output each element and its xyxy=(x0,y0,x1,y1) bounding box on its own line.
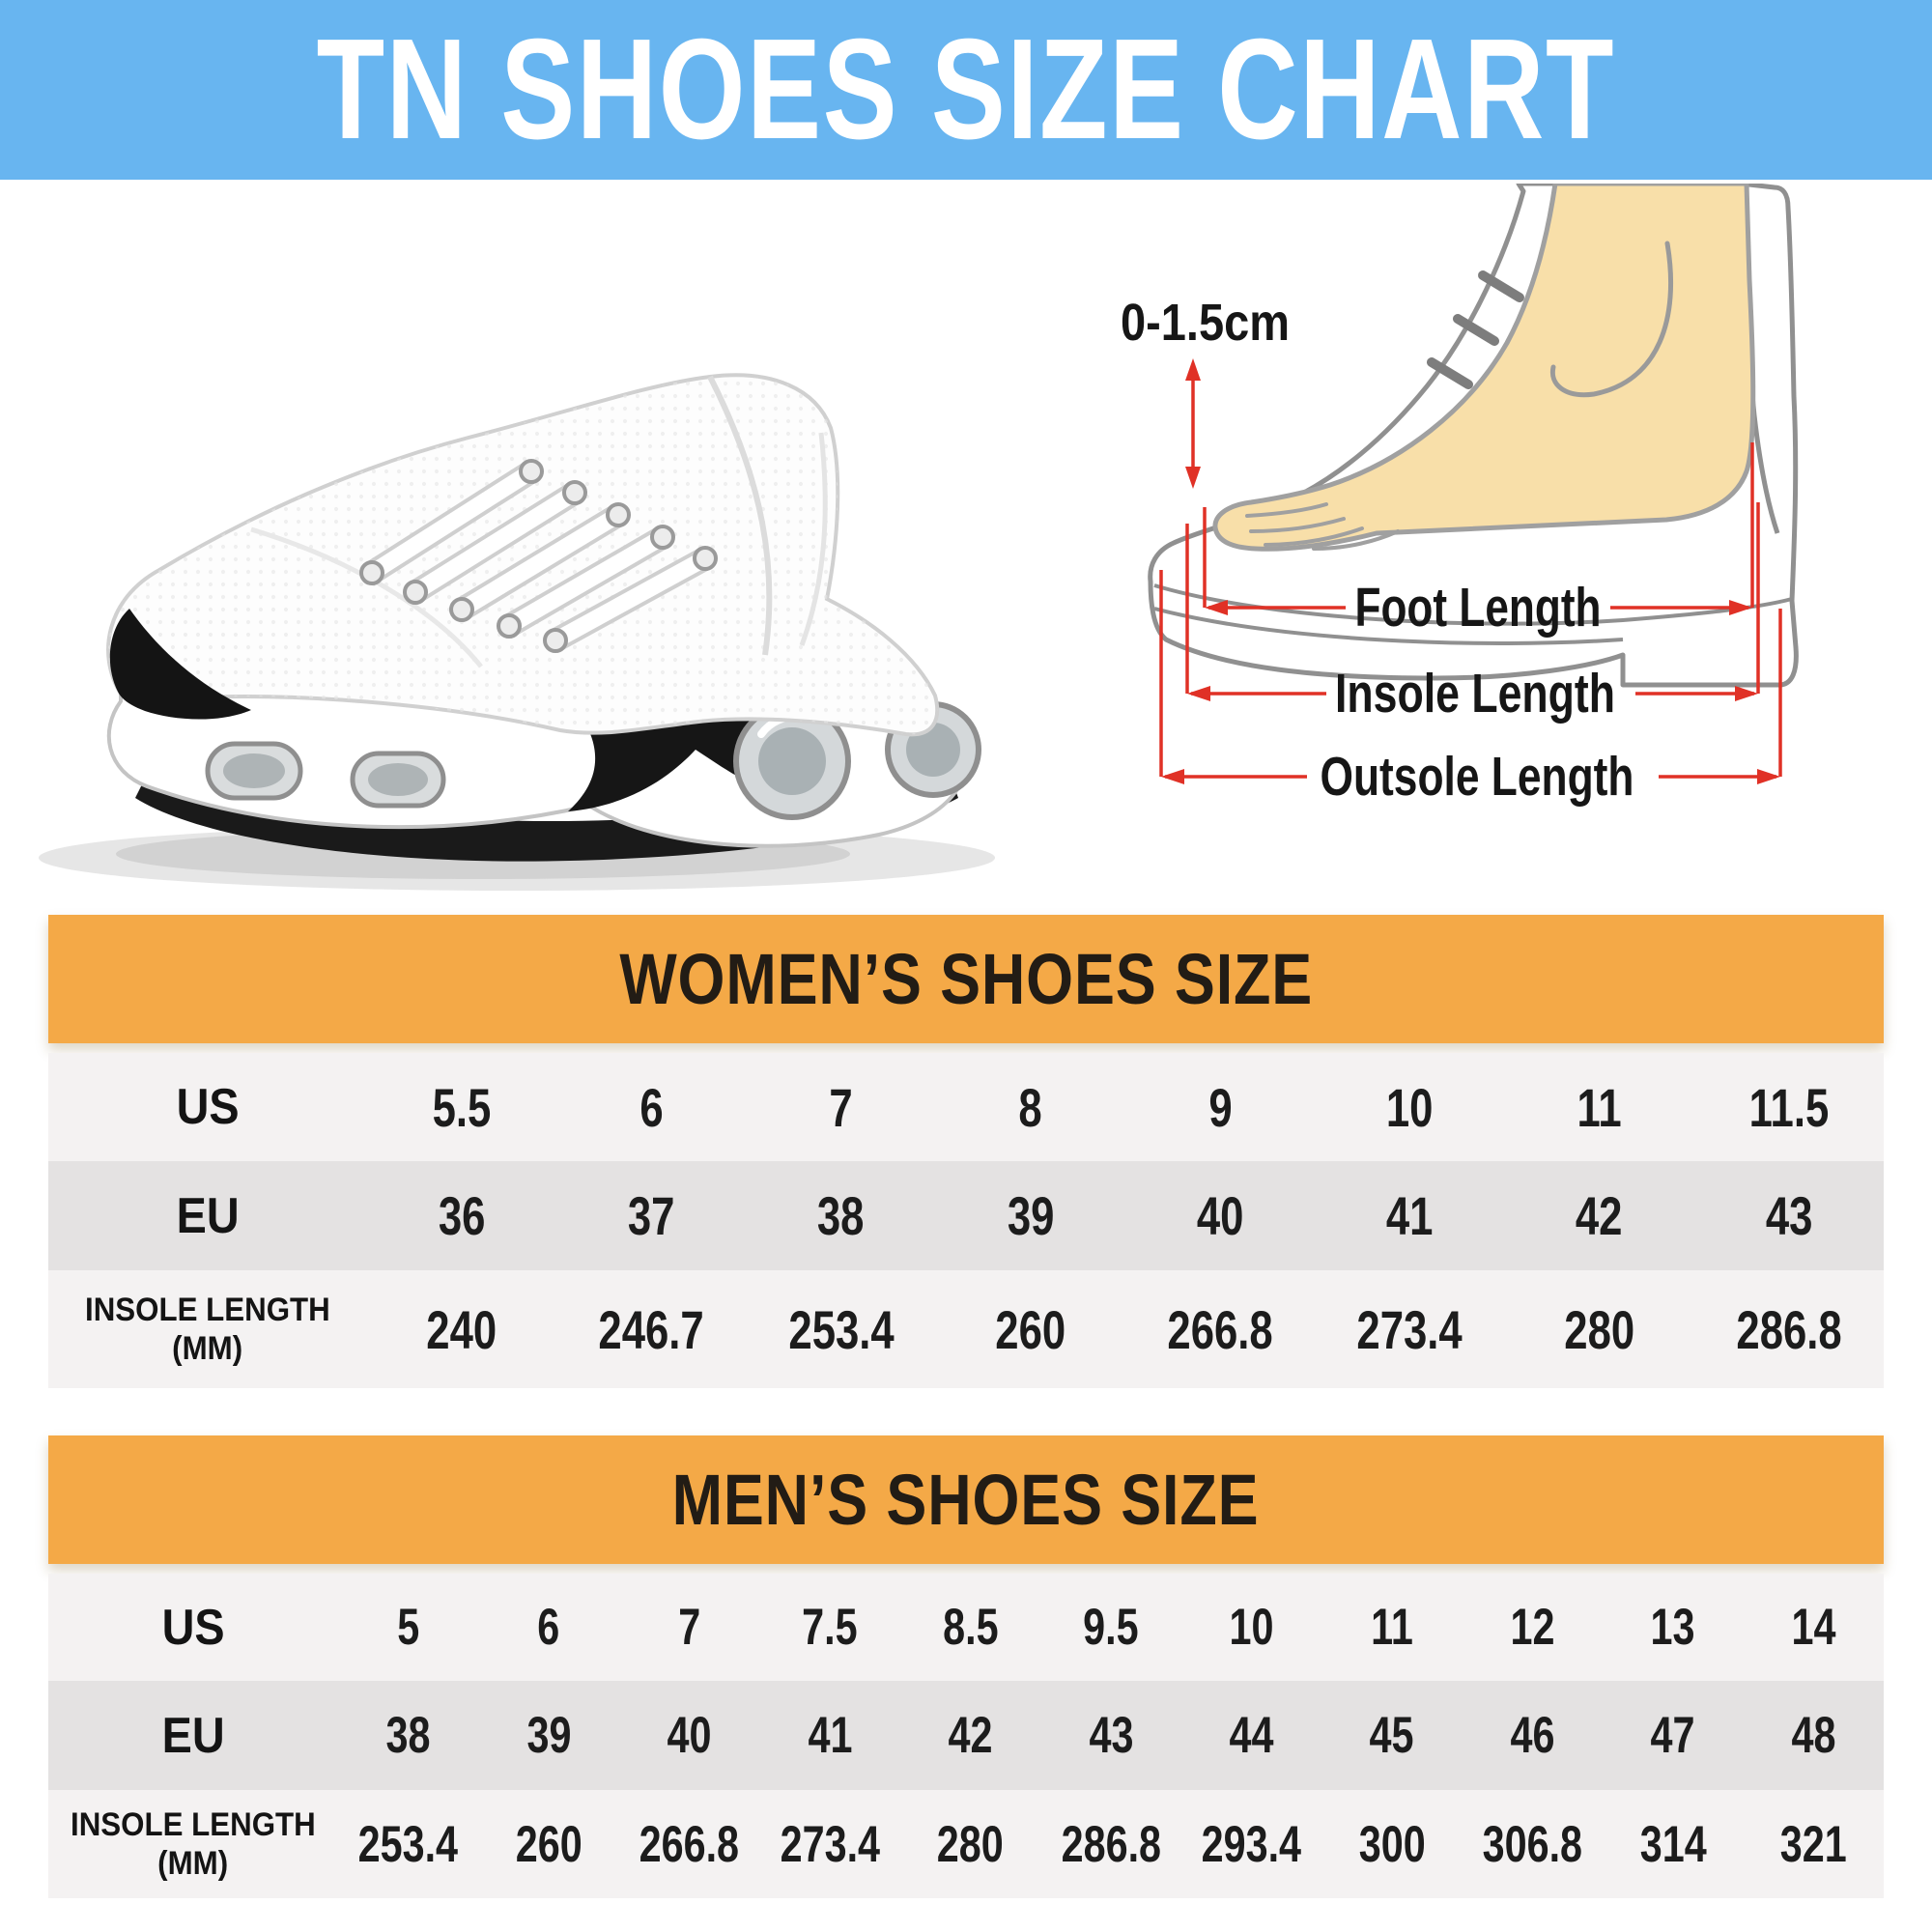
table-row-insole: INSOLE LENGTH (MM) 253.4 260 266.8 273.4… xyxy=(48,1790,1884,1898)
size-value: 9 xyxy=(1208,1076,1233,1138)
size-value: 8.5 xyxy=(942,1599,999,1656)
womens-table-rows: US 5.5 6 7 8 9 10 11 11.5 EU 36 37 38 39… xyxy=(48,1053,1884,1388)
table-row-us: US 5 6 7 7.5 8.5 9.5 10 11 12 13 14 xyxy=(48,1574,1884,1681)
size-value: 42 xyxy=(1576,1185,1623,1246)
diagram-foot xyxy=(1212,184,1756,552)
size-value: 37 xyxy=(628,1185,675,1246)
size-value: 12 xyxy=(1510,1599,1555,1656)
diagram-lace-stitches xyxy=(1427,270,1524,389)
page-title: TN SHOES SIZE CHART xyxy=(316,10,1616,169)
size-value: 43 xyxy=(1089,1707,1133,1764)
size-value: 314 xyxy=(1639,1815,1707,1873)
shoe-toe-cap xyxy=(109,609,251,720)
toe-allowance-label: 0-1.5cm xyxy=(1121,294,1290,352)
diagram-ankle-curve xyxy=(1549,241,1674,398)
size-value: 240 xyxy=(426,1298,497,1360)
shoe-upper xyxy=(106,373,940,737)
size-value: 46 xyxy=(1510,1707,1555,1764)
size-value: 253.4 xyxy=(787,1298,895,1360)
size-value: 280 xyxy=(937,1815,1005,1873)
size-value: 40 xyxy=(1196,1185,1244,1246)
size-value: 266.8 xyxy=(1167,1298,1273,1360)
size-value: 10 xyxy=(1229,1599,1274,1656)
size-value: 11 xyxy=(1371,1599,1413,1656)
size-value: 9.5 xyxy=(1083,1599,1139,1656)
size-value: 253.4 xyxy=(357,1815,459,1873)
size-value: 45 xyxy=(1369,1707,1414,1764)
size-value: 38 xyxy=(385,1707,431,1764)
title-banner: TN SHOES SIZE CHART xyxy=(0,0,1932,180)
diagram-toe-lines xyxy=(1245,502,1400,551)
size-value: 38 xyxy=(817,1185,865,1246)
size-value: 8 xyxy=(1018,1076,1043,1138)
size-value: 41 xyxy=(1386,1185,1434,1246)
size-value: 36 xyxy=(438,1185,486,1246)
product-shoe-image xyxy=(39,373,995,891)
size-value: 6 xyxy=(537,1599,560,1656)
size-value: 43 xyxy=(1765,1185,1813,1246)
size-value: 5.5 xyxy=(432,1076,492,1138)
size-value: 273.4 xyxy=(1356,1298,1463,1360)
size-value: 39 xyxy=(1007,1185,1055,1246)
size-value: 40 xyxy=(667,1707,712,1764)
size-value: 321 xyxy=(1779,1815,1847,1873)
shoe-laces xyxy=(359,459,718,653)
size-value: 260 xyxy=(995,1298,1066,1360)
size-value: 6 xyxy=(639,1076,664,1138)
row-label-insole: INSOLE LENGTH (MM) xyxy=(71,1805,316,1882)
mens-table-title: MEN’S SHOES SIZE xyxy=(672,1460,1260,1540)
mens-table-rows: US 5 6 7 7.5 8.5 9.5 10 11 12 13 14 EU 3… xyxy=(48,1574,1884,1898)
size-value: 11 xyxy=(1577,1076,1622,1138)
measurement-lines xyxy=(1159,358,1782,784)
table-row-us: US 5.5 6 7 8 9 10 11 11.5 xyxy=(48,1053,1884,1161)
size-value: 300 xyxy=(1358,1815,1426,1873)
size-value: 11.5 xyxy=(1748,1076,1830,1138)
size-value: 47 xyxy=(1650,1707,1695,1764)
size-value: 273.4 xyxy=(780,1815,880,1873)
size-value: 14 xyxy=(1791,1599,1836,1656)
table-row-eu: EU 36 37 38 39 40 41 42 43 xyxy=(48,1161,1884,1270)
table-row-eu: EU 38 39 40 41 42 43 44 45 46 47 48 xyxy=(48,1681,1884,1790)
row-label-us: US xyxy=(176,1079,240,1135)
mens-table-header: MEN’S SHOES SIZE xyxy=(48,1435,1884,1564)
outsole-length-label: Outsole Length xyxy=(1321,746,1634,808)
size-value: 246.7 xyxy=(598,1298,705,1360)
row-label-us: US xyxy=(161,1599,225,1656)
size-value: 7.5 xyxy=(802,1599,858,1656)
mens-size-table: MEN’S SHOES SIZE US 5 6 7 7.5 8.5 9.5 10… xyxy=(48,1435,1884,1898)
womens-size-table: WOMEN’S SHOES SIZE US 5.5 6 7 8 9 10 11 … xyxy=(48,915,1884,1388)
size-value: 280 xyxy=(1564,1298,1635,1360)
size-value: 7 xyxy=(829,1076,853,1138)
row-label-insole: INSOLE LENGTH (MM) xyxy=(85,1291,330,1367)
size-value: 306.8 xyxy=(1482,1815,1583,1873)
row-label-eu: EU xyxy=(161,1707,225,1764)
foot-measurement-diagram: 0-1.5cm Foot Length Insole Length Outsol… xyxy=(1121,184,1799,808)
size-value: 293.4 xyxy=(1201,1815,1302,1873)
size-value: 286.8 xyxy=(1736,1298,1842,1360)
air-bubble-small xyxy=(205,741,446,809)
size-value: 42 xyxy=(948,1707,993,1764)
size-value: 41 xyxy=(808,1707,853,1764)
size-value: 260 xyxy=(515,1815,582,1873)
size-value: 286.8 xyxy=(1061,1815,1161,1873)
size-value: 44 xyxy=(1229,1707,1274,1764)
size-value: 13 xyxy=(1650,1599,1695,1656)
size-value: 39 xyxy=(526,1707,572,1764)
row-label-eu: EU xyxy=(176,1187,240,1244)
size-value: 7 xyxy=(678,1599,701,1656)
insole-length-label: Insole Length xyxy=(1335,663,1615,724)
table-row-insole: INSOLE LENGTH (MM) 240 246.7 253.4 260 2… xyxy=(48,1270,1884,1388)
size-value: 48 xyxy=(1791,1707,1836,1764)
shoe-eyelets xyxy=(359,459,718,653)
womens-table-title: WOMEN’S SHOES SIZE xyxy=(619,939,1313,1019)
size-value: 266.8 xyxy=(639,1815,740,1873)
foot-length-label: Foot Length xyxy=(1355,577,1602,639)
womens-table-header: WOMEN’S SHOES SIZE xyxy=(48,915,1884,1043)
size-value: 10 xyxy=(1386,1076,1434,1138)
size-value: 5 xyxy=(397,1599,420,1656)
